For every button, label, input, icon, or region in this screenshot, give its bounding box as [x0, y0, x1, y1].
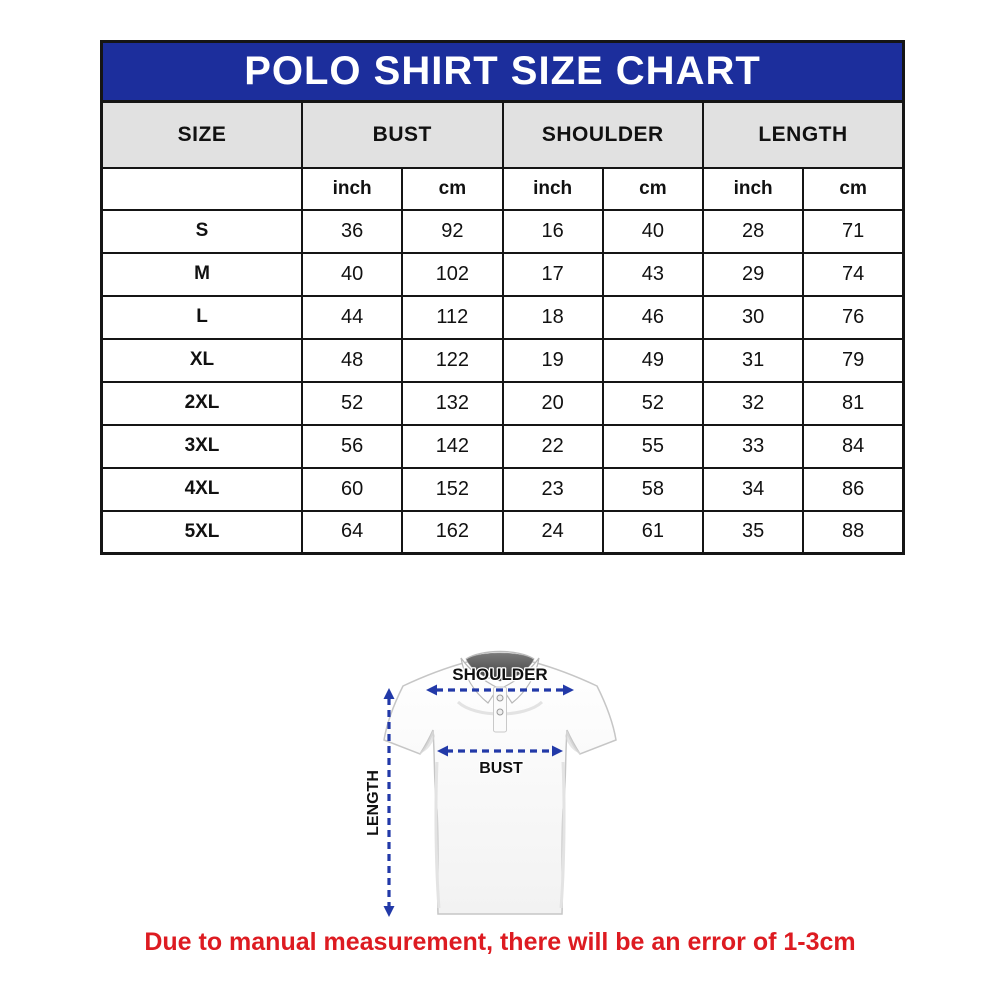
- value-cell: 33: [701, 423, 805, 469]
- value-cell: 84: [802, 423, 905, 469]
- column-size: SIZE: [100, 100, 303, 169]
- sleeve-hem: [566, 731, 581, 755]
- value-cell: 61: [601, 509, 705, 555]
- value-cell: 23: [501, 466, 604, 512]
- size-chart: POLO SHIRT SIZE CHART SIZE BUST SHOULDER…: [100, 40, 905, 555]
- value-cell: 43: [601, 251, 705, 297]
- value-cell: 20: [501, 380, 604, 426]
- value-cell: 74: [802, 251, 905, 297]
- value-cell: 88: [802, 509, 905, 555]
- bust-label: BUST: [479, 760, 523, 777]
- value-cell: 29: [701, 251, 805, 297]
- value-cell: 28: [701, 208, 805, 254]
- value-cell: 44: [300, 294, 404, 340]
- value-cell: 132: [401, 380, 504, 426]
- table-row: XL 48 122 19 49 31 79: [100, 337, 905, 383]
- value-cell: 60: [300, 466, 404, 512]
- table-row: 4XL 60 152 23 58 34 86: [100, 466, 905, 512]
- bust-arrow: [437, 745, 563, 757]
- value-cell: 46: [601, 294, 705, 340]
- size-cell: M: [100, 251, 303, 297]
- table-row: L 44 112 18 46 30 76: [100, 294, 905, 340]
- table-row: M 40 102 17 43 29 74: [100, 251, 905, 297]
- unit-cell: inch: [300, 166, 404, 211]
- size-cell: 3XL: [100, 423, 303, 469]
- side-shade: [559, 761, 566, 909]
- size-cell: XL: [100, 337, 303, 383]
- value-cell: 49: [601, 337, 705, 383]
- value-cell: 71: [802, 208, 905, 254]
- value-cell: 76: [802, 294, 905, 340]
- shoulder-arrow: [426, 684, 574, 696]
- value-cell: 22: [501, 423, 604, 469]
- value-cell: 102: [401, 251, 504, 297]
- value-cell: 86: [802, 466, 905, 512]
- polo-shirt-illustration: SHOULDER BUST LENGTH: [364, 650, 617, 917]
- value-cell: 92: [401, 208, 504, 254]
- value-cell: 52: [300, 380, 404, 426]
- table-row: S 36 92 16 40 28 71: [100, 208, 905, 254]
- value-cell: 16: [501, 208, 604, 254]
- value-cell: 81: [802, 380, 905, 426]
- table-row: 3XL 56 142 22 55 33 84: [100, 423, 905, 469]
- value-cell: 40: [601, 208, 705, 254]
- value-cell: 48: [300, 337, 404, 383]
- value-cell: 35: [701, 509, 805, 555]
- value-cell: 31: [701, 337, 805, 383]
- value-cell: 52: [601, 380, 705, 426]
- column-length: LENGTH: [702, 100, 905, 169]
- value-cell: 36: [300, 208, 404, 254]
- size-cell: L: [100, 294, 303, 340]
- value-cell: 30: [701, 294, 805, 340]
- value-cell: 56: [300, 423, 404, 469]
- value-cell: 142: [401, 423, 504, 469]
- table-row: 5XL 64 162 24 61 35 88: [100, 509, 905, 555]
- column-group-row: SIZE BUST SHOULDER LENGTH: [100, 100, 905, 169]
- column-bust: BUST: [301, 100, 504, 169]
- value-cell: 18: [501, 294, 604, 340]
- button: [496, 694, 504, 702]
- unit-cell: inch: [701, 166, 805, 211]
- button: [496, 708, 504, 716]
- value-cell: 55: [601, 423, 705, 469]
- value-cell: 64: [300, 509, 404, 555]
- unit-cell: inch: [501, 166, 604, 211]
- value-cell: 122: [401, 337, 504, 383]
- value-cell: 34: [701, 466, 805, 512]
- value-cell: 162: [401, 509, 504, 555]
- value-cell: 40: [300, 251, 404, 297]
- unit-cell: cm: [802, 166, 905, 211]
- length-label: LENGTH: [365, 770, 382, 836]
- collar-inner: [465, 652, 535, 682]
- value-cell: 24: [501, 509, 604, 555]
- value-cell: 112: [401, 294, 504, 340]
- size-table: SIZE BUST SHOULDER LENGTH inch cm inch c…: [100, 100, 905, 555]
- unit-row: inch cm inch cm inch cm: [100, 166, 905, 211]
- measurement-diagram: SHOULDER BUST LENGTH: [0, 635, 1000, 947]
- table-row: 2XL 52 132 20 52 32 81: [100, 380, 905, 426]
- value-cell: 17: [501, 251, 604, 297]
- size-cell: 4XL: [100, 466, 303, 512]
- value-cell: 152: [401, 466, 504, 512]
- chart-title: POLO SHIRT SIZE CHART: [100, 40, 905, 100]
- side-shade: [434, 761, 441, 909]
- size-cell: 5XL: [100, 509, 303, 555]
- value-cell: 32: [701, 380, 805, 426]
- sleeve-hem: [419, 731, 434, 755]
- unit-cell: cm: [601, 166, 705, 211]
- measurement-note: Due to manual measurement, there will be…: [144, 928, 856, 956]
- value-cell: 19: [501, 337, 604, 383]
- column-shoulder: SHOULDER: [501, 100, 704, 169]
- value-cell: 58: [601, 466, 705, 512]
- collar-band: [465, 650, 535, 660]
- unit-cell-empty: [100, 166, 303, 211]
- value-cell: 79: [802, 337, 905, 383]
- length-arrow: [383, 688, 395, 917]
- shoulder-label: SHOULDER: [452, 665, 547, 684]
- size-cell: 2XL: [100, 380, 303, 426]
- unit-cell: cm: [401, 166, 504, 211]
- size-cell: S: [100, 208, 303, 254]
